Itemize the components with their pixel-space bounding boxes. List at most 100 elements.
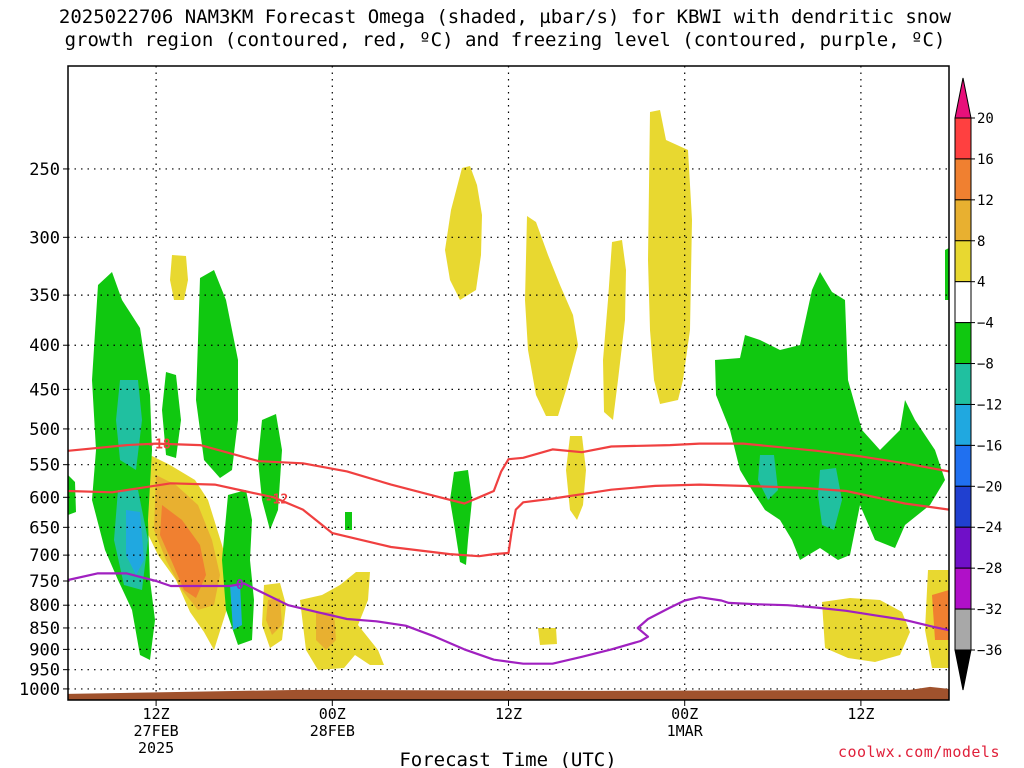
omega-patch [300, 572, 384, 670]
contour-line [67, 572, 950, 665]
chart-title: 2025022706 NAM3KM Forecast Omega (shaded… [0, 6, 1010, 52]
omega-patch [525, 216, 578, 416]
x-axis-label: Forecast Time (UTC) [399, 749, 616, 768]
omega-patch [566, 436, 586, 520]
colorbar-label: 8 [977, 234, 985, 250]
x-tick-label: 12Z [143, 705, 170, 723]
omega-patch [258, 414, 282, 530]
x-tick-year: 2025 [138, 739, 174, 757]
y-tick-label: 300 [29, 228, 60, 248]
colorbar-segment [954, 199, 972, 242]
omega-patch [222, 490, 254, 645]
colorbar-segment [954, 117, 972, 160]
colorbar-label: −20 [977, 479, 1002, 495]
colorbar-label: −28 [977, 561, 1002, 577]
colorbar-segment [954, 526, 972, 569]
colorbar-label: 4 [977, 275, 985, 291]
x-tick-date: 1MAR [667, 722, 704, 740]
y-tick-label: 900 [29, 640, 60, 660]
colorbar-label: −24 [977, 520, 1002, 536]
colorbar-label: −8 [977, 357, 994, 373]
ground-terrain [68, 686, 949, 700]
y-tick-label: 550 [29, 456, 60, 476]
omega-patch [196, 270, 238, 478]
colorbar-arrow-bottom [954, 649, 972, 691]
omega-patch [450, 470, 472, 565]
omega-patch [538, 628, 557, 645]
colorbar-segment [954, 363, 972, 405]
contour-line [67, 482, 950, 558]
colorbar-label: −4 [977, 316, 994, 332]
colorbar-segment [954, 158, 972, 201]
colorbar-segment [954, 485, 972, 528]
omega-patch [932, 590, 949, 640]
colorbar-label: −12 [977, 397, 1002, 413]
contour-label: -18 [147, 438, 171, 453]
colorbar-segment [954, 567, 972, 610]
x-tick-date: 28FEB [310, 722, 355, 740]
contour-label: 0 [236, 578, 244, 593]
colorbar-label: −16 [977, 438, 1002, 454]
omega-patch [945, 248, 949, 300]
omega-patch [170, 255, 188, 300]
y-tick-label: 350 [29, 286, 60, 306]
omega-patch [126, 510, 144, 575]
omega-patch [818, 468, 842, 530]
omega-patch [603, 240, 626, 420]
colorbar-segment [954, 608, 972, 651]
omega-patch [266, 598, 282, 635]
x-tick-label: 12Z [495, 705, 522, 723]
ground-fill [68, 686, 949, 700]
y-tick-label: 600 [29, 488, 60, 508]
colorbar-label: −36 [977, 643, 1002, 659]
colorbar-segment [954, 322, 972, 365]
omega-patch [822, 598, 910, 662]
omega-patch [445, 166, 482, 300]
y-tick-label: 850 [29, 619, 60, 639]
y-tick-label: 400 [29, 336, 60, 356]
omega-patch [68, 475, 76, 515]
colorbar-segment [954, 403, 972, 446]
omega-patch [345, 512, 352, 530]
omega-patch [316, 612, 336, 650]
colorbar-label: 20 [977, 111, 994, 127]
omega-patch [758, 455, 778, 500]
omega-patch [648, 110, 692, 404]
colorbar-label: −32 [977, 602, 1002, 618]
omega-patch [160, 505, 206, 598]
y-tick-label: 1000 [19, 680, 60, 700]
omega-patch [92, 272, 155, 660]
y-tick-label: 650 [29, 518, 60, 538]
title-line-2: growth region (contoured, red, ºC) and f… [64, 29, 946, 51]
y-tick-label: 700 [29, 546, 60, 566]
contour-line [67, 442, 950, 505]
contour-lines: -18 -12 0 [67, 438, 950, 665]
y-axis: 2503003504004505005506006507007508008509… [19, 160, 68, 700]
title-line-1: 2025022706 NAM3KM Forecast Omega (shaded… [58, 6, 952, 28]
omega-patch [116, 380, 142, 470]
x-tick-date: 27FEB [134, 722, 179, 740]
colorbar-label: 12 [977, 193, 994, 209]
colorbar-segment [954, 281, 972, 324]
site-credit: coolwx.com/models [837, 743, 1000, 761]
contour-label: -12 [265, 493, 288, 508]
colorbar-label: 16 [977, 152, 994, 168]
y-tick-label: 950 [29, 661, 60, 681]
x-tick-label: 00Z [319, 705, 346, 723]
omega-patch [230, 583, 242, 630]
y-tick-label: 250 [29, 160, 60, 180]
y-tick-label: 800 [29, 596, 60, 616]
y-tick-label: 450 [29, 380, 60, 400]
y-tick-label: 500 [29, 420, 60, 440]
colorbar: 20 16 12 8 4 −4 −8 −12 −16 −20 −24 −28 −32 −36 [954, 77, 1002, 691]
colorbar-segment [954, 240, 972, 283]
omega-patch [162, 372, 181, 458]
x-tick-label: 12Z [847, 705, 874, 723]
y-tick-label: 750 [29, 572, 60, 592]
colorbar-arrow-top [954, 77, 972, 119]
colorbar-segment [954, 444, 972, 487]
omega-shading [68, 110, 949, 670]
x-tick-label: 00Z [671, 705, 698, 723]
